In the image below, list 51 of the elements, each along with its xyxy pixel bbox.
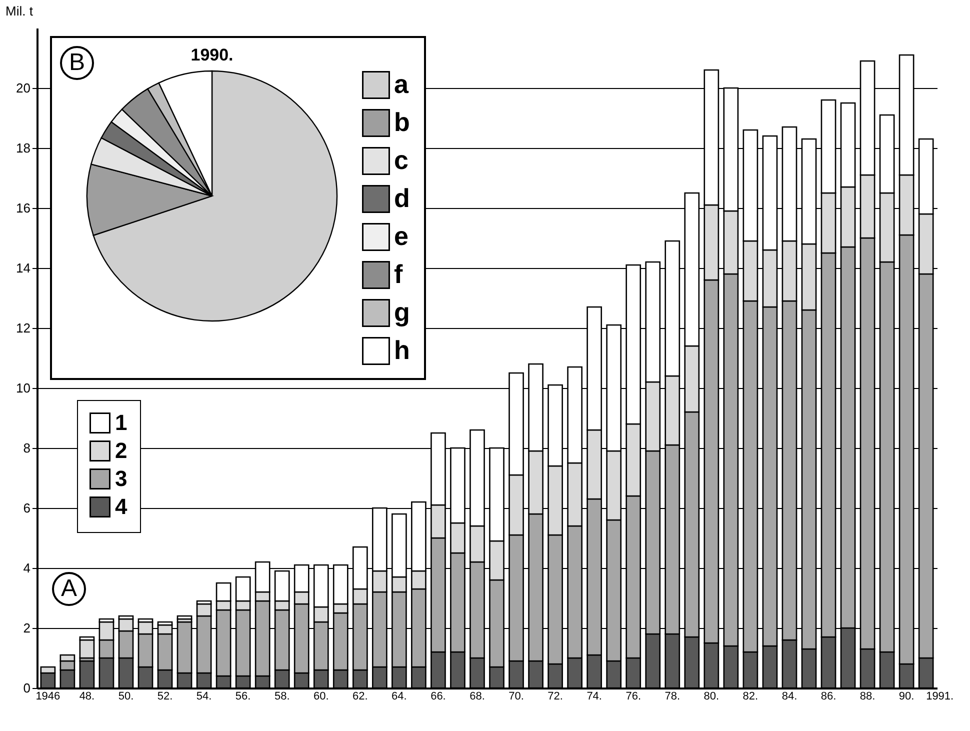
chart-title: 1990. — [190, 46, 234, 65]
x-tick-label: 84. — [782, 690, 798, 702]
y-tick-label: 8 — [23, 440, 30, 456]
x-tick-label: 58. — [274, 690, 290, 702]
x-tick-label: 56. — [235, 690, 251, 702]
x-tick-label: 76. — [626, 690, 642, 702]
legend-label: 1 — [115, 410, 128, 435]
legend-label: 2 — [115, 438, 128, 463]
x-tick-label: 1991. — [926, 690, 954, 702]
x-tick-label: 66. — [430, 690, 446, 702]
y-tick-label: 2 — [23, 620, 30, 636]
x-tick-label: 54. — [196, 690, 212, 702]
y-tick-label: 0 — [23, 680, 30, 696]
legend-label: b — [394, 107, 410, 137]
x-tick-label: 60. — [313, 690, 329, 702]
x-tick-label: 90. — [898, 690, 914, 702]
x-tick-label: 86. — [820, 690, 836, 702]
y-tick-label: 14 — [16, 260, 30, 276]
legend-label: e — [394, 221, 408, 251]
x-tick-label: 62. — [352, 690, 368, 702]
y-tick-label: 10 — [16, 380, 30, 396]
legend-label: d — [394, 183, 410, 213]
x-tick-label: 88. — [860, 690, 876, 702]
x-tick-label: 80. — [704, 690, 720, 702]
x-tick-label: 70. — [508, 690, 524, 702]
x-tick-label: 1946 — [36, 690, 60, 702]
legend-label: a — [394, 69, 409, 99]
x-tick-label: 48. — [79, 690, 95, 702]
y-tick-label: 6 — [23, 500, 30, 516]
bar — [79, 639, 95, 659]
x-tick-label: 74. — [586, 690, 602, 702]
x-tick-label: 82. — [742, 690, 758, 702]
legend-label: 4 — [115, 494, 128, 519]
y-axis-title: Mil. t — [6, 4, 34, 18]
x-tick-label: 64. — [392, 690, 407, 702]
y-tick-label: 12 — [16, 320, 30, 336]
legend-label: f — [394, 259, 403, 289]
legend-label: 3 — [115, 466, 128, 491]
y-tick-label: 20 — [16, 80, 30, 96]
legend-label: h — [394, 335, 410, 365]
y-tick-label: 18 — [16, 140, 30, 156]
y-tick-label: 4 — [23, 560, 30, 576]
x-tick-label: 52. — [157, 690, 173, 702]
x-tick-label: 72. — [548, 690, 563, 702]
bar — [176, 615, 192, 620]
x-tick-label: 50. — [118, 690, 134, 702]
legend-label: c — [394, 145, 408, 175]
x-tick-label: 78. — [664, 690, 680, 702]
legend-label: g — [394, 297, 410, 327]
y-tick-label: 16 — [16, 200, 30, 216]
x-tick-label: 68. — [470, 690, 485, 702]
